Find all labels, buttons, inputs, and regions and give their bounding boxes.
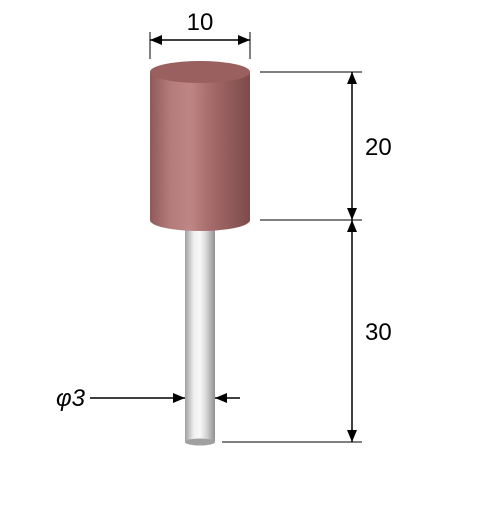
shaft [185, 220, 215, 446]
dim-shaft-diameter-label: φ3 [56, 385, 86, 412]
cylinder-body [150, 61, 250, 231]
dim-shaft-height-label: 30 [365, 319, 392, 346]
dimension-cylinder-height: 20 [347, 72, 392, 220]
dim-top-width-label: 10 [187, 9, 214, 36]
dimension-top-width: 10 [150, 9, 250, 59]
technical-diagram: 10 20 30 φ3 [0, 0, 500, 500]
dimension-shaft-height: 30 [347, 220, 392, 442]
dim-cylinder-height-label: 20 [365, 134, 392, 161]
